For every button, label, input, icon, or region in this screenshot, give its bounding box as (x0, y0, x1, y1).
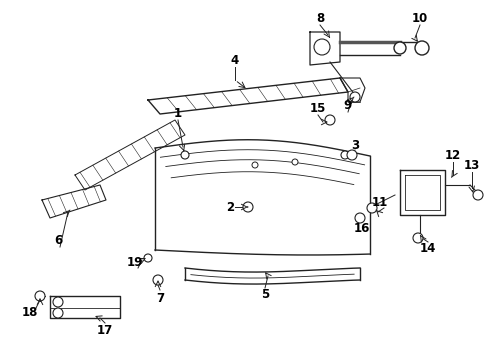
Text: 12: 12 (445, 149, 461, 162)
Circle shape (144, 254, 152, 262)
Circle shape (325, 115, 335, 125)
Circle shape (347, 150, 357, 160)
Circle shape (53, 297, 63, 307)
Text: 11: 11 (372, 195, 388, 208)
Circle shape (367, 203, 377, 213)
Text: 10: 10 (412, 12, 428, 24)
Circle shape (413, 233, 423, 243)
Text: 9: 9 (344, 99, 352, 112)
Circle shape (292, 159, 298, 165)
Text: 4: 4 (231, 54, 239, 67)
Text: 15: 15 (310, 102, 326, 114)
Circle shape (252, 162, 258, 168)
Circle shape (153, 275, 163, 285)
Text: 16: 16 (354, 221, 370, 234)
Text: 5: 5 (261, 288, 269, 302)
Text: 13: 13 (464, 158, 480, 171)
Circle shape (415, 41, 429, 55)
Text: 18: 18 (22, 306, 38, 319)
Text: 8: 8 (316, 12, 324, 24)
Circle shape (394, 42, 406, 54)
Circle shape (35, 291, 45, 301)
Circle shape (473, 190, 483, 200)
Circle shape (181, 151, 189, 159)
Text: 3: 3 (351, 139, 359, 152)
Text: 2: 2 (226, 201, 234, 213)
Text: 19: 19 (127, 256, 143, 269)
Circle shape (341, 151, 349, 159)
Circle shape (355, 213, 365, 223)
Circle shape (314, 39, 330, 55)
Text: 14: 14 (420, 242, 436, 255)
Circle shape (243, 202, 253, 212)
Text: 1: 1 (174, 107, 182, 120)
Text: 6: 6 (54, 234, 62, 247)
Circle shape (350, 92, 360, 102)
Circle shape (53, 308, 63, 318)
Text: 7: 7 (156, 292, 164, 305)
Text: 17: 17 (97, 324, 113, 337)
